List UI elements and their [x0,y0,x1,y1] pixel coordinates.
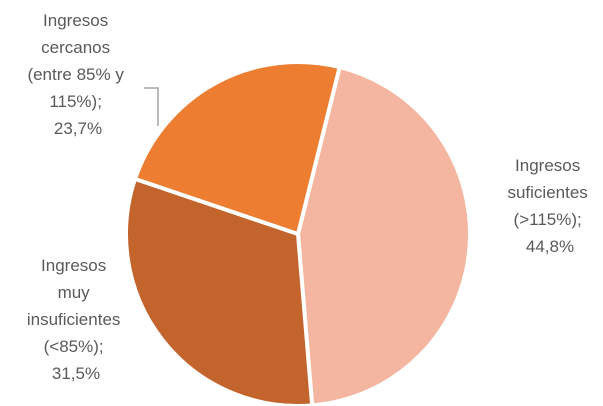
pie-slices [124,60,472,406]
slice-suficientes [296,65,472,406]
slice-label-suficientes: Ingresos suficientes (>115%); 44,8% [507,156,592,256]
slice-muy-insuficientes [124,176,315,406]
leader-lines [144,87,159,126]
slice-label-cercanos: Ingresos cercanos (entre 85% y 115%); 23… [27,11,128,138]
slice-cercanos [133,60,342,236]
leader-line-cercanos [144,87,159,126]
slice-label-muy-insuficientes: Ingresos muy insuficientes (<85%); 31,5% [27,256,125,383]
